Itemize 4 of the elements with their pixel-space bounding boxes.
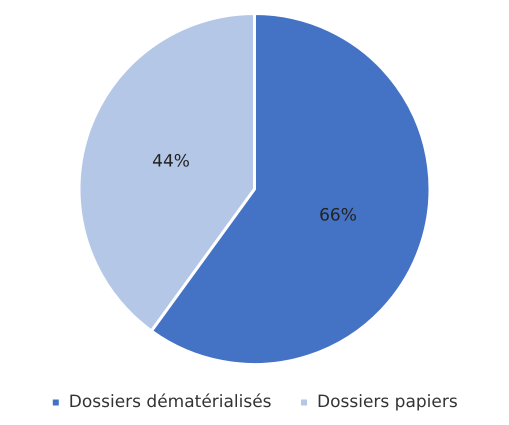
legend-label: Dossiers papiers (317, 392, 458, 412)
data-label: 66% (319, 206, 357, 226)
legend-label: Dossiers dématérialisés (68, 392, 272, 412)
data-label: 44% (152, 151, 190, 172)
